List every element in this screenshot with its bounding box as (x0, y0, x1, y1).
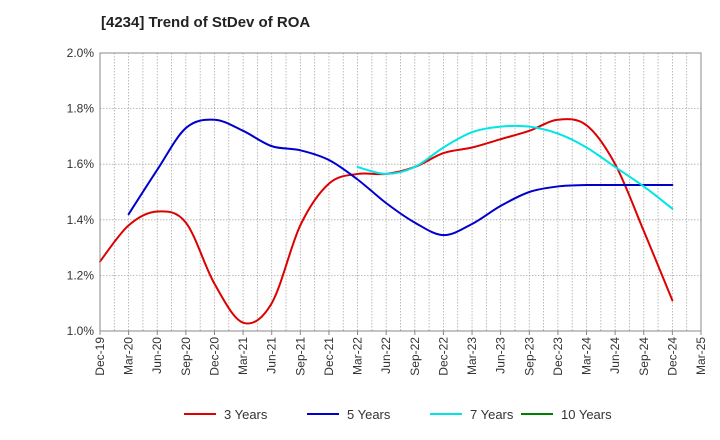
x-tick-label: Dec-19 (93, 337, 107, 376)
x-axis-ticks: Dec-19 Mar-20 Jun-20 Sep-20 Dec-20 Mar-21 Jun-… (93, 331, 708, 376)
series-lines (99, 118, 674, 325)
y-tick-label: 1.2% (67, 268, 95, 282)
x-tick-label: Jun-21 (265, 337, 279, 374)
y-tick-label: 2.0% (67, 46, 95, 60)
x-tick-label: Mar-25 (694, 337, 708, 375)
x-tick-label: Sep-21 (293, 337, 307, 376)
plot-frame (99, 52, 702, 332)
x-tick-label: Jun-24 (608, 337, 622, 374)
y-tick-label: 1.6% (67, 157, 95, 171)
y-tick-label: 1.0% (67, 324, 95, 338)
x-tick-label: Sep-23 (522, 337, 536, 376)
y-tick-label: 1.4% (67, 213, 95, 227)
x-tick-label: Jun-22 (379, 337, 393, 374)
legend-label: 5 Years (347, 407, 391, 422)
legend-label: 10 Years (561, 407, 612, 422)
x-tick-label: Dec-20 (207, 337, 221, 376)
x-tick-label: Sep-22 (408, 337, 422, 376)
x-tick-label: Sep-24 (637, 337, 651, 376)
x-tick-label: Mar-21 (236, 337, 250, 375)
x-tick-label: Jun-23 (494, 337, 508, 374)
series-line-3 (356, 124, 674, 210)
legend: 3 Years 5 Years 7 Years 10 Years (184, 407, 612, 422)
legend-label: 7 Years (470, 407, 514, 422)
x-tick-label: Dec-21 (322, 337, 336, 376)
x-tick-label: Mar-22 (351, 337, 365, 375)
y-tick-label: 1.8% (67, 102, 95, 116)
legend-label: 3 Years (224, 407, 268, 422)
x-tick-label: Dec-23 (551, 337, 565, 376)
x-tick-label: Jun-20 (150, 337, 164, 374)
x-tick-label: Dec-22 (436, 337, 450, 376)
x-tick-label: Sep-20 (179, 337, 193, 376)
x-tick-label: Mar-23 (465, 337, 479, 375)
y-axis-ticks: 1.0% 1.2% 1.4% 1.6% 1.8% 2.0% (67, 46, 95, 338)
series-line-2 (127, 118, 674, 237)
x-tick-label: Mar-24 (580, 337, 594, 375)
x-tick-label: Mar-20 (122, 337, 136, 375)
x-tick-label: Dec-24 (665, 337, 679, 376)
chart-title: [4234] Trend of StDev of ROA (101, 14, 311, 31)
